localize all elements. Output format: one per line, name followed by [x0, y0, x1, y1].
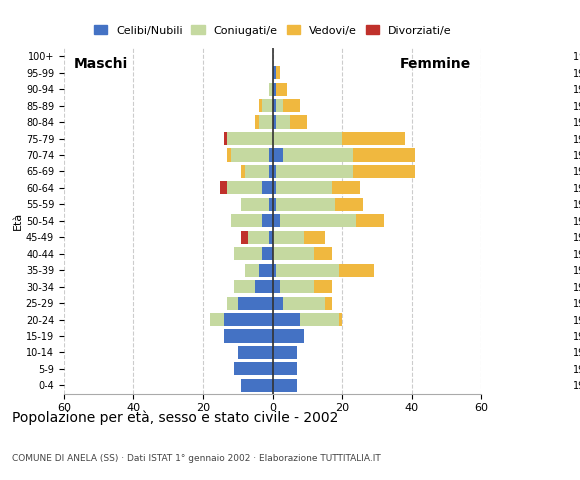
- Bar: [269, 83, 273, 96]
- Bar: [276, 181, 332, 194]
- Bar: [245, 165, 269, 178]
- Bar: [273, 148, 283, 162]
- Bar: [325, 297, 332, 310]
- Bar: [339, 313, 342, 326]
- Bar: [227, 297, 238, 310]
- Bar: [276, 83, 287, 96]
- Bar: [273, 329, 304, 343]
- Bar: [290, 116, 307, 129]
- Bar: [245, 264, 259, 277]
- Bar: [273, 132, 342, 145]
- Bar: [356, 214, 384, 228]
- Bar: [238, 297, 273, 310]
- Bar: [234, 362, 273, 375]
- Bar: [231, 214, 262, 228]
- Bar: [273, 198, 276, 211]
- Bar: [314, 247, 332, 260]
- Bar: [304, 231, 325, 244]
- Bar: [227, 181, 262, 194]
- Bar: [262, 247, 273, 260]
- Bar: [231, 148, 269, 162]
- Bar: [241, 231, 248, 244]
- Bar: [262, 181, 273, 194]
- Bar: [273, 66, 276, 79]
- Bar: [276, 264, 339, 277]
- Bar: [353, 148, 415, 162]
- Y-axis label: Età: Età: [13, 212, 23, 230]
- Bar: [276, 66, 280, 79]
- Bar: [273, 379, 297, 392]
- Bar: [273, 165, 276, 178]
- Bar: [241, 379, 273, 392]
- Bar: [276, 165, 353, 178]
- Bar: [234, 280, 255, 293]
- Bar: [241, 165, 245, 178]
- Bar: [273, 264, 276, 277]
- Bar: [280, 214, 356, 228]
- Bar: [273, 99, 276, 112]
- Bar: [227, 132, 273, 145]
- Bar: [234, 247, 262, 260]
- Bar: [262, 99, 273, 112]
- Bar: [269, 148, 273, 162]
- Bar: [273, 181, 276, 194]
- Bar: [224, 329, 273, 343]
- Bar: [262, 214, 273, 228]
- Bar: [273, 247, 314, 260]
- Bar: [273, 297, 283, 310]
- Bar: [335, 198, 363, 211]
- Bar: [280, 280, 314, 293]
- Bar: [314, 280, 332, 293]
- Bar: [273, 116, 276, 129]
- Text: COMUNE DI ANELA (SS) · Dati ISTAT 1° gennaio 2002 · Elaborazione TUTTITALIA.IT: COMUNE DI ANELA (SS) · Dati ISTAT 1° gen…: [12, 454, 380, 463]
- Bar: [269, 231, 273, 244]
- Bar: [220, 181, 227, 194]
- Bar: [238, 346, 273, 359]
- Text: Maschi: Maschi: [74, 58, 129, 72]
- Bar: [259, 116, 273, 129]
- Bar: [248, 231, 269, 244]
- Bar: [273, 346, 297, 359]
- Bar: [273, 280, 280, 293]
- Bar: [342, 132, 405, 145]
- Bar: [227, 148, 231, 162]
- Bar: [259, 99, 262, 112]
- Bar: [241, 198, 269, 211]
- Bar: [332, 181, 360, 194]
- Bar: [273, 214, 280, 228]
- Bar: [273, 83, 276, 96]
- Bar: [269, 198, 273, 211]
- Bar: [273, 362, 297, 375]
- Bar: [259, 264, 273, 277]
- Bar: [276, 198, 335, 211]
- Bar: [224, 313, 273, 326]
- Text: Popolazione per età, sesso e stato civile - 2002: Popolazione per età, sesso e stato civil…: [12, 410, 338, 425]
- Bar: [276, 116, 290, 129]
- Bar: [283, 148, 353, 162]
- Bar: [224, 132, 227, 145]
- Text: Femmine: Femmine: [400, 58, 471, 72]
- Bar: [269, 165, 273, 178]
- Bar: [353, 165, 415, 178]
- Bar: [276, 99, 283, 112]
- Bar: [255, 116, 259, 129]
- Bar: [339, 264, 374, 277]
- Bar: [283, 99, 300, 112]
- Bar: [300, 313, 339, 326]
- Legend: Celibi/Nubili, Coniugati/e, Vedovi/e, Divorziati/e: Celibi/Nubili, Coniugati/e, Vedovi/e, Di…: [94, 25, 451, 36]
- Bar: [283, 297, 325, 310]
- Bar: [273, 231, 304, 244]
- Bar: [255, 280, 273, 293]
- Bar: [273, 313, 300, 326]
- Bar: [210, 313, 224, 326]
